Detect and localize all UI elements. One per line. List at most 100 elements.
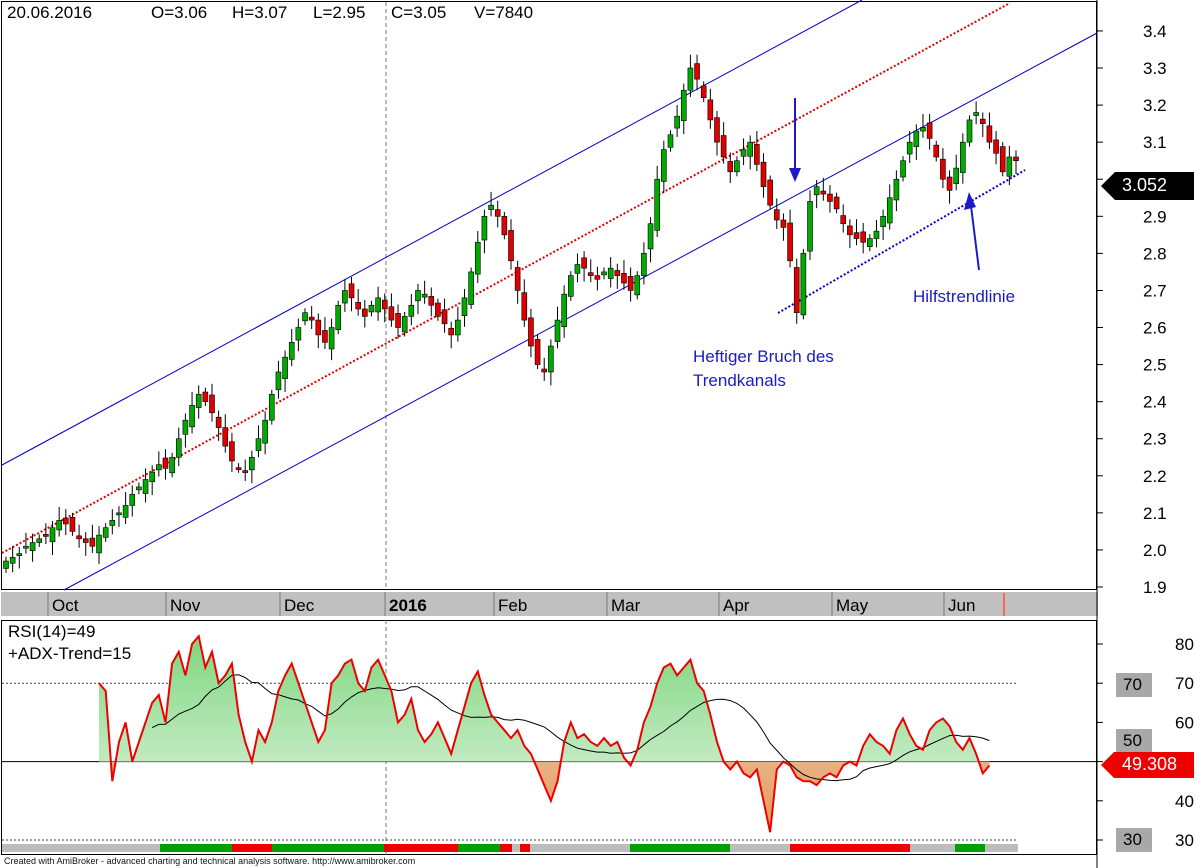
candle bbox=[162, 449, 169, 480]
candle bbox=[667, 130, 674, 152]
candle bbox=[49, 521, 56, 556]
candle bbox=[900, 156, 906, 182]
candle bbox=[800, 248, 807, 320]
candle bbox=[720, 122, 727, 164]
adx-trend-strip bbox=[530, 844, 545, 852]
candle bbox=[481, 209, 488, 254]
candle bbox=[501, 211, 508, 240]
x-axis-bar bbox=[1, 592, 1098, 616]
level-50-label: 50 bbox=[1123, 731, 1142, 750]
candle bbox=[827, 185, 833, 213]
break-annotation-line1: Heftiger Bruch des bbox=[693, 347, 834, 366]
candle bbox=[687, 54, 694, 97]
adx-trend-strip bbox=[2, 844, 160, 852]
month-label: 2016 bbox=[389, 596, 427, 615]
candle bbox=[428, 287, 435, 317]
current-price-label: 3.052 bbox=[1122, 175, 1168, 195]
candle bbox=[601, 267, 607, 280]
candle bbox=[807, 190, 813, 261]
candle bbox=[680, 83, 687, 135]
adx-trend-strip bbox=[910, 844, 955, 852]
candle bbox=[960, 133, 966, 184]
adx-trend-strip bbox=[730, 844, 790, 852]
candle bbox=[69, 512, 76, 536]
candle bbox=[773, 198, 780, 229]
candle bbox=[833, 192, 840, 214]
candle bbox=[740, 138, 747, 166]
price-tick-label: 2.0 bbox=[1143, 541, 1167, 560]
candle bbox=[282, 350, 288, 393]
candle bbox=[255, 425, 262, 458]
rsi-tick-label: 40 bbox=[1175, 792, 1194, 811]
candle bbox=[973, 101, 979, 125]
candle bbox=[43, 523, 49, 544]
candle bbox=[999, 142, 1006, 177]
month-label: Jun bbox=[948, 596, 975, 615]
candle bbox=[448, 321, 454, 349]
candle bbox=[156, 451, 162, 477]
candle bbox=[548, 339, 554, 386]
header-close: C=3.05 bbox=[391, 3, 447, 22]
price-tick-label: 3.1 bbox=[1143, 133, 1167, 152]
candle bbox=[89, 524, 96, 553]
candle bbox=[654, 165, 660, 238]
candle bbox=[760, 153, 767, 198]
adx-trend-strip bbox=[545, 844, 630, 852]
candle bbox=[268, 389, 275, 425]
candle bbox=[700, 81, 707, 103]
candle bbox=[494, 200, 501, 228]
candle bbox=[926, 113, 933, 150]
candle bbox=[262, 411, 268, 455]
rsi-value-tag bbox=[1101, 752, 1194, 778]
rsi-value-label: 49.308 bbox=[1122, 754, 1178, 774]
candle bbox=[295, 318, 302, 352]
candle bbox=[342, 279, 348, 312]
candle bbox=[474, 231, 481, 284]
candle bbox=[627, 267, 634, 302]
candle bbox=[395, 304, 401, 339]
level-70-box bbox=[1116, 673, 1152, 697]
break-annotation-line2: Trendkanals bbox=[693, 371, 786, 390]
candle bbox=[853, 219, 860, 246]
adx-label: +ADX-Trend=15 bbox=[8, 644, 132, 663]
candle bbox=[169, 452, 175, 478]
support-arrow bbox=[964, 192, 980, 271]
candle bbox=[880, 209, 886, 241]
candle bbox=[906, 131, 913, 163]
candle bbox=[461, 288, 468, 327]
candle bbox=[388, 293, 395, 327]
candle bbox=[847, 219, 853, 249]
candle bbox=[488, 191, 494, 217]
month-label: Apr bbox=[723, 596, 750, 615]
candle bbox=[189, 392, 195, 434]
candle bbox=[401, 311, 408, 337]
candle bbox=[661, 140, 667, 193]
price-tick-label: 2.2 bbox=[1143, 467, 1167, 486]
candle bbox=[182, 413, 189, 448]
candle bbox=[415, 283, 421, 315]
candle bbox=[913, 124, 920, 160]
candle bbox=[621, 260, 627, 290]
candle bbox=[873, 220, 880, 248]
header-open: O=3.06 bbox=[151, 3, 208, 22]
level-50-box bbox=[1116, 729, 1152, 753]
price-tick-label: 2.4 bbox=[1143, 393, 1167, 412]
candle bbox=[780, 213, 787, 241]
candle bbox=[82, 532, 89, 556]
candle bbox=[514, 260, 521, 304]
price-tick-label: 2.7 bbox=[1143, 281, 1167, 300]
candle bbox=[362, 300, 368, 328]
candle bbox=[235, 463, 242, 473]
candle bbox=[508, 219, 514, 270]
header-date: 20.06.2016 bbox=[7, 3, 93, 22]
candle bbox=[23, 532, 29, 554]
candle bbox=[368, 300, 375, 317]
candle bbox=[328, 318, 335, 361]
candle bbox=[9, 546, 16, 573]
rsi-tick-label: 30 bbox=[1175, 831, 1194, 850]
candle bbox=[940, 148, 946, 189]
candle bbox=[614, 263, 621, 289]
candle bbox=[953, 154, 959, 191]
price-tag bbox=[1101, 172, 1194, 200]
